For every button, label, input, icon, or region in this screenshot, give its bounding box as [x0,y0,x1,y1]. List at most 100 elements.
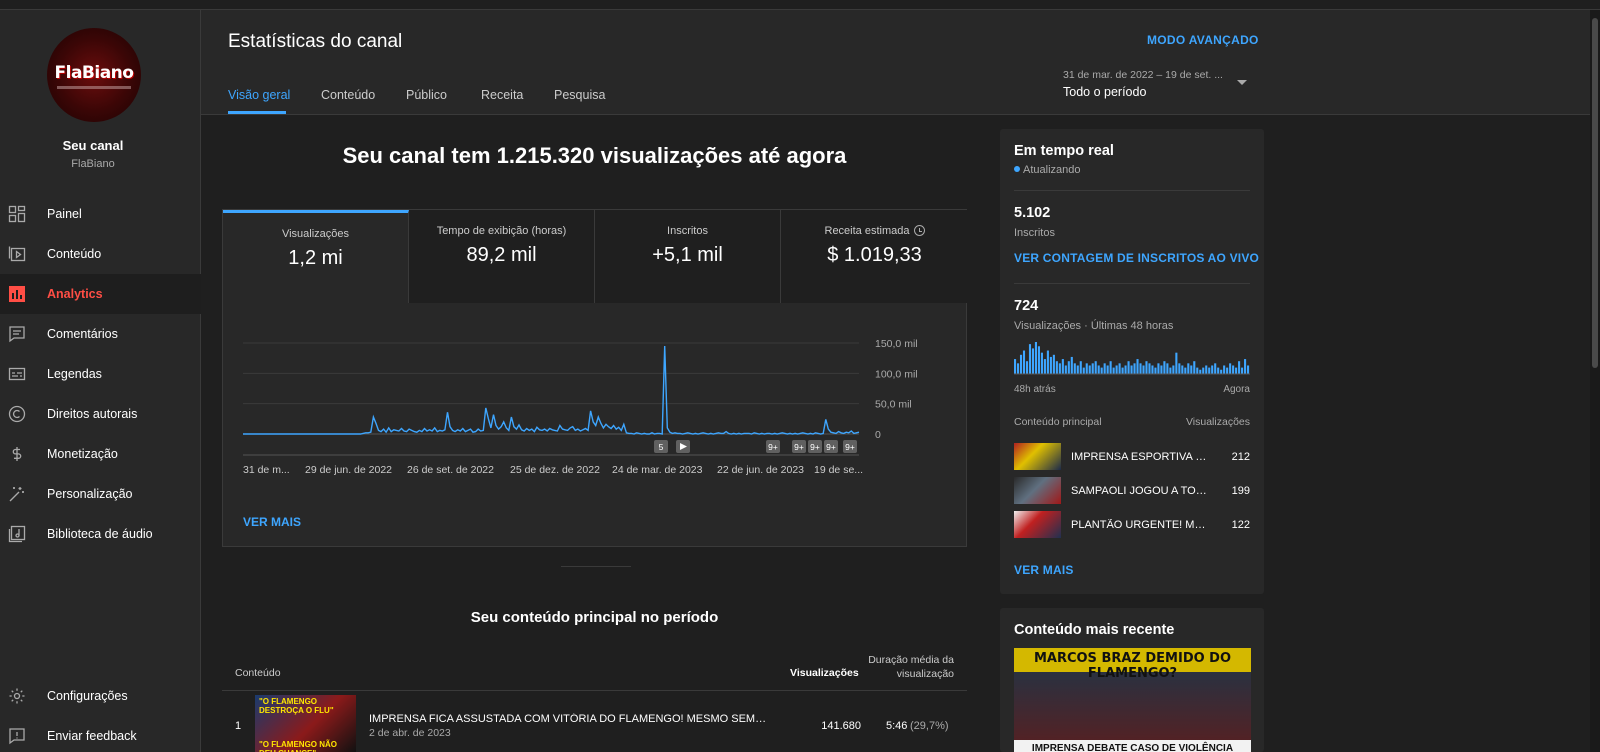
metric-tab-revenue[interactable]: Receita estimada $ 1.019,33 [781,210,968,303]
marker-label: 9+ [794,442,804,452]
realtime-bar [1109,361,1112,374]
realtime-bar [1178,363,1181,374]
dollar-icon [8,445,26,463]
realtime-bar [1181,365,1184,374]
sidebar-item-painel[interactable]: Painel [0,194,201,234]
realtime-bar [1232,365,1235,374]
sidebar-item-configuracoes[interactable]: Configurações [0,676,201,716]
y-tick-label: 150,0 mil [875,338,918,350]
x-tick-label: 22 de jun. de 2023 [717,464,804,476]
sidebar-item-direitos-autorais[interactable]: Direitos autorais [0,394,201,434]
advanced-mode-button[interactable]: MODO AVANÇADO [1147,33,1259,47]
column-header-content: Conteúdo [235,667,281,679]
realtime-bar [1064,365,1067,374]
realtime-bar [1223,365,1226,374]
sidebar-item-label: Conteúdo [47,247,102,261]
video-marker[interactable]: 9+ [843,440,857,453]
marker-label: 9+ [826,442,836,452]
video-date: 2 de abr. de 2023 [369,727,451,739]
scrollbar-thumb[interactable] [1592,18,1598,368]
video-marker[interactable]: 5 [654,440,668,453]
play-marker-icon[interactable] [676,440,690,453]
column-header-views[interactable]: Visualizações [790,667,859,679]
realtime-bar [1016,363,1020,374]
channel-avatar[interactable]: FlaBiano [47,28,141,122]
realtime-bar [1247,365,1250,374]
video-views: 122 [1231,519,1250,531]
realtime-bar [1133,363,1136,374]
table-divider [222,690,967,691]
x-tick-label: 24 de mar. de 2023 [612,464,703,476]
tab-receita[interactable]: Receita [481,88,524,102]
gear-icon [8,687,26,705]
tab-pesquisa[interactable]: Pesquisa [554,88,606,102]
realtime-bar [1022,350,1026,374]
copyright-icon [8,405,26,423]
video-title: PLANTÃO URGENTE! MAR... [1071,519,1211,531]
views-line-chart: 150,0 mil 100,0 mil 50,0 mil 0 5 9+ 9+ 9+ 9+ 9+ 31… [243,338,918,476]
thumbnail-caption: "O FLAMENGO DESTROÇA O FLU" [259,697,334,715]
realtime-list-item[interactable]: SAMPAOLI JOGOU A TOAL... 199 [1014,477,1250,505]
metric-label: Receita estimada [781,225,968,237]
tab-conteudo[interactable]: Conteúdo [321,88,376,102]
realtime-status-text: Atualizando [1023,164,1081,176]
video-thumbnail [1014,477,1061,504]
realtime-bar [1199,369,1202,374]
realtime-see-more-button[interactable]: VER MAIS [1014,563,1074,577]
dashboard-icon [8,205,26,223]
video-marker[interactable]: 9+ [808,440,822,453]
page-scrollbar[interactable] [1590,10,1600,752]
recent-video-thumbnail[interactable]: MARCOS BRAZ DEMIDO DO FLAMENGO? IMPRENSA… [1014,648,1251,752]
video-title: SAMPAOLI JOGOU A TOAL... [1071,485,1211,497]
realtime-bar [1208,367,1211,374]
video-thumbnail [1014,511,1061,538]
realtime-bar [1163,361,1166,374]
realtime-axis-start: 48h atrás [1014,384,1056,395]
video-marker[interactable]: 9+ [824,440,838,453]
realtime-axis-end: Agora [1223,384,1250,395]
metric-tab-watch-time[interactable]: Tempo de exibição (horas) 89,2 mil [409,210,595,303]
realtime-list-item[interactable]: IMPRENSA ESPORTIVA SO... 212 [1014,443,1250,471]
realtime-bar [1088,365,1091,374]
metric-tab-views[interactable]: Visualizações 1,2 mi [223,210,409,303]
channel-label: Seu canal [62,138,124,153]
sidebar-item-comentarios[interactable]: Comentários [0,314,201,354]
metric-tab-subscribers[interactable]: Inscritos +5,1 mil [595,210,781,303]
realtime-views-label: Visualizações · Últimas 48 horas [1014,320,1174,332]
realtime-bar [1187,363,1190,374]
sidebar-item-conteudo[interactable]: Conteúdo [0,234,201,274]
column-header-duration[interactable]: Duração média da visualização [868,654,954,680]
realtime-card: Em tempo real Atualizando 5.102 Inscrito… [1000,129,1264,594]
realtime-bar [1139,363,1142,374]
video-views: 141.680 [821,720,861,732]
tab-publico[interactable]: Público [406,88,447,102]
realtime-subscribers-label: Inscritos [1014,227,1055,239]
video-marker[interactable]: 9+ [766,440,780,453]
video-title[interactable]: IMPRENSA FICA ASSUSTADA COM VITÓRIA DO F… [369,713,769,725]
sidebar-item-analytics[interactable]: Analytics [0,274,201,314]
sidebar-item-personalizacao[interactable]: Personalização [0,474,201,514]
video-thumbnail[interactable]: "O FLAMENGO DESTROÇA O FLU" "O FLAMENGO … [255,695,356,752]
thumbnail-caption: "O FLAMENGO NÃO DEU CHANCE" [259,740,338,752]
live-subscriber-count-link[interactable]: VER CONTAGEM DE INSCRITOS AO VIVO [1014,251,1260,265]
realtime-bar [1100,367,1103,374]
marker-box [843,440,857,453]
sidebar-item-monetizacao[interactable]: Monetização [0,434,201,474]
tab-visao-geral[interactable]: Visão geral [228,88,291,102]
realtime-bar [1142,365,1145,374]
marker-box [766,440,780,453]
realtime-bar [1184,367,1187,374]
sidebar-item-biblioteca-audio[interactable]: Biblioteca de áudio [0,514,201,554]
sidebar-item-legendas[interactable]: Legendas [0,354,201,394]
realtime-list-item[interactable]: PLANTÃO URGENTE! MAR... 122 [1014,511,1250,539]
header-divider [201,114,1600,115]
x-tick-label: 25 de dez. de 2022 [510,464,600,476]
video-marker[interactable]: 9+ [792,440,806,453]
realtime-bar [1043,359,1046,374]
realtime-bar [1157,363,1160,374]
sidebar-item-enviar-feedback[interactable]: Enviar feedback [0,716,201,752]
realtime-bar [1031,348,1035,374]
see-more-button[interactable]: VER MAIS [243,515,302,529]
realtime-bar [1085,363,1088,374]
metric-value: 1,2 mi [288,247,343,269]
